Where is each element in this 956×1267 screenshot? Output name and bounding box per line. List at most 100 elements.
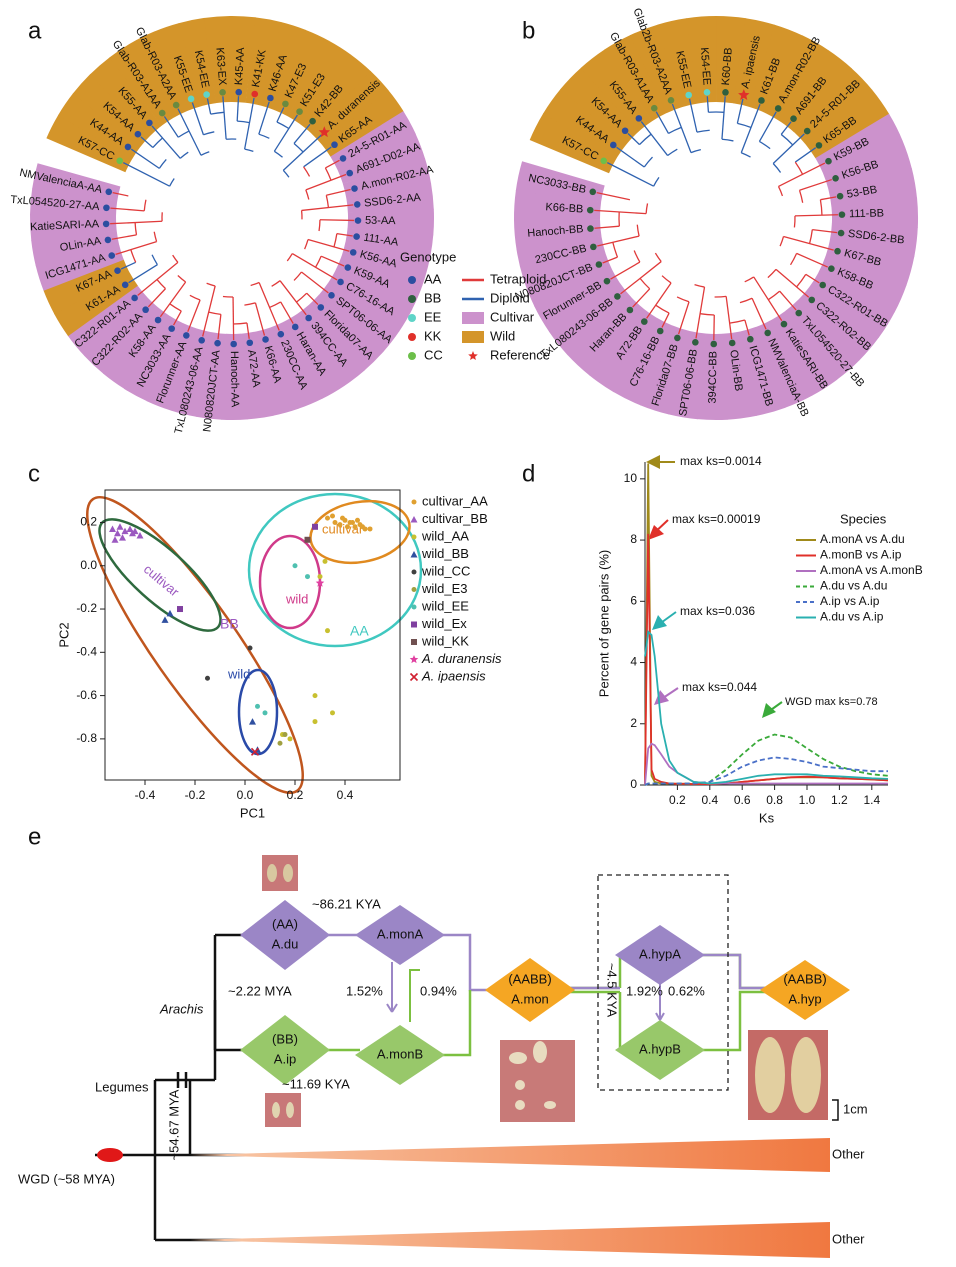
leaf-dot [116, 157, 124, 165]
annotation: wild [285, 591, 308, 606]
leaf-dot [589, 188, 597, 196]
branch [303, 166, 311, 177]
branch [643, 156, 653, 168]
leaf-dot [614, 293, 621, 300]
branch [307, 238, 350, 252]
branch [293, 142, 304, 153]
branch [789, 253, 798, 266]
annotation: cultivar [141, 561, 183, 599]
legend-swatch [411, 621, 417, 628]
leaf-label: A72-AA [245, 349, 262, 389]
phylogeny-diagram [95, 855, 850, 1258]
branch [296, 292, 308, 303]
branch [159, 281, 187, 318]
ring-segment [89, 57, 162, 136]
branch [739, 297, 753, 304]
branch [751, 297, 767, 330]
leaf-dot [667, 97, 675, 104]
legend-label: Diploid [490, 290, 530, 305]
ring-segment [548, 283, 631, 356]
leaf-label: 394CC-BB [707, 351, 720, 404]
ring-segment [765, 35, 829, 122]
legend-label: BB [424, 290, 441, 305]
ring-segment [534, 268, 621, 332]
branch [767, 290, 781, 301]
ring-segment [613, 317, 673, 406]
leaf-label: OLin-BB [727, 349, 744, 392]
point [126, 525, 134, 532]
leaf-dot [172, 101, 180, 109]
ring-segment [67, 285, 148, 357]
branch [276, 107, 285, 123]
tree-branches [594, 96, 838, 340]
legend-label: wild_EE [421, 598, 469, 613]
ring-segment [43, 259, 130, 315]
branch [796, 274, 807, 288]
point [116, 523, 124, 530]
leaf-dot [203, 91, 210, 98]
clade-label: Arachis [159, 1001, 204, 1016]
legend-label: A. ipaensis [421, 668, 486, 683]
point [247, 645, 253, 651]
node-label: A.monB [377, 1046, 423, 1061]
leaf-dot [104, 236, 112, 244]
branch [210, 111, 225, 115]
branch [636, 224, 640, 237]
legend-title: Species [840, 511, 887, 526]
branch [325, 159, 340, 169]
event-label: WGD (~58 MYA) [18, 1171, 115, 1186]
ring-segment [516, 236, 606, 279]
branch [772, 133, 805, 164]
branch [232, 296, 235, 340]
x-tick-label: 0.6 [734, 793, 751, 807]
y-tick-label: -0.2 [76, 601, 97, 615]
branch [128, 264, 158, 284]
leaf-dot [834, 247, 841, 255]
branch [163, 116, 179, 138]
leaf-dot [328, 292, 335, 299]
branch [325, 195, 330, 208]
y-tick-label: 10 [624, 471, 638, 485]
branch [320, 255, 345, 267]
leaf-dot [262, 336, 269, 343]
ring-segment [739, 326, 786, 416]
leaf-label: K66-BB [545, 201, 584, 215]
branch [189, 294, 201, 301]
ring-segment [321, 90, 404, 157]
branch [151, 254, 158, 266]
branch [286, 253, 293, 262]
ring-segment [346, 183, 434, 213]
legend-swatch [411, 499, 417, 505]
branch [200, 151, 210, 156]
branch [812, 228, 838, 234]
ring-segment [513, 190, 602, 221]
leaf-dot [728, 339, 736, 347]
leaf-dot [836, 192, 844, 200]
branch [594, 209, 647, 215]
branch [695, 286, 706, 339]
branch [671, 103, 692, 153]
legend-label: A.ip vs A.ip [820, 594, 880, 608]
branch [725, 296, 733, 340]
ring-segment [639, 325, 689, 415]
leaf-dot [134, 130, 142, 138]
leaf-dot [685, 91, 693, 99]
branch [173, 310, 182, 326]
ring-segment [30, 188, 118, 217]
point [277, 740, 283, 746]
ring-segment [825, 240, 915, 286]
ring-segment [300, 54, 372, 134]
point [305, 574, 310, 580]
leaf-dot [808, 296, 816, 304]
leaf-dot [344, 264, 352, 271]
diagram-labels: (AA) A.du ~86.21 KYA A.monA ~2.22 MYA 1.… [18, 896, 868, 1246]
branch [318, 219, 321, 232]
leaf-dot [230, 340, 237, 348]
legend-label: A.monA vs A.monB [820, 563, 923, 577]
branch [134, 222, 138, 235]
ring-segment [84, 297, 159, 374]
point [340, 515, 345, 521]
ring-segment [221, 333, 248, 420]
branch [676, 296, 690, 303]
